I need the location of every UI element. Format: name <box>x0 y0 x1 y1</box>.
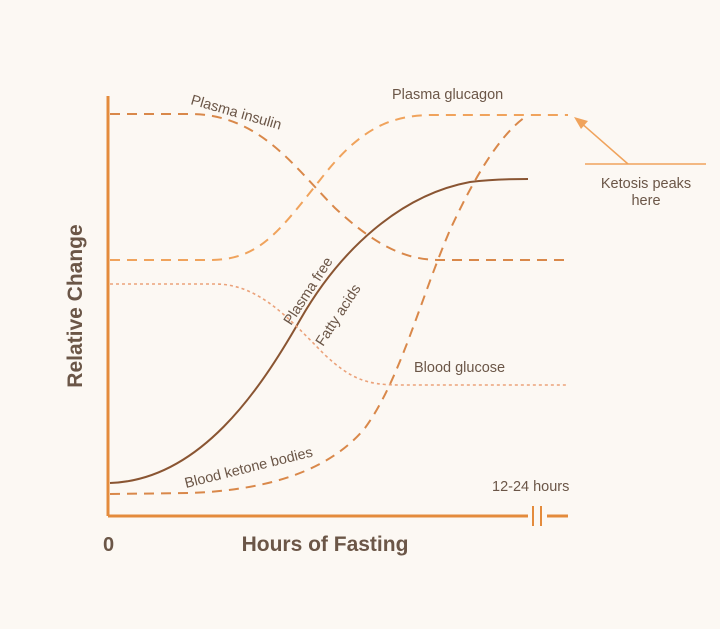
annotation-arrowhead <box>574 117 588 129</box>
x-tick-label-end: 12-24 hours <box>492 479 569 495</box>
label-plasma-insulin: Plasma insulin <box>189 92 283 133</box>
x-tick-label-0: 0 <box>103 534 114 556</box>
label-blood-glucose: Blood glucose <box>414 360 505 376</box>
series-line-plasma-insulin <box>110 113 568 261</box>
label-free-fatty-acids-line2: Fatty acids <box>313 282 365 350</box>
label-plasma-glucagon: Plasma glucagon <box>392 87 503 103</box>
y-axis-title: Relative Change <box>64 224 87 387</box>
series-line-free-fatty-acids <box>109 178 529 484</box>
series-line-blood-ketone-bodies <box>109 114 529 495</box>
x-axis-title: Hours of Fasting <box>242 533 409 556</box>
annotation-arrow <box>579 121 629 165</box>
annotation-text-line2: here <box>631 193 660 209</box>
series-line-blood-glucose <box>110 283 568 386</box>
series-line-plasma-glucagon <box>110 114 568 261</box>
annotation-text-line1: Ketosis peaks <box>601 176 691 192</box>
label-blood-ketone-bodies: Blood ketone bodies <box>183 445 314 492</box>
